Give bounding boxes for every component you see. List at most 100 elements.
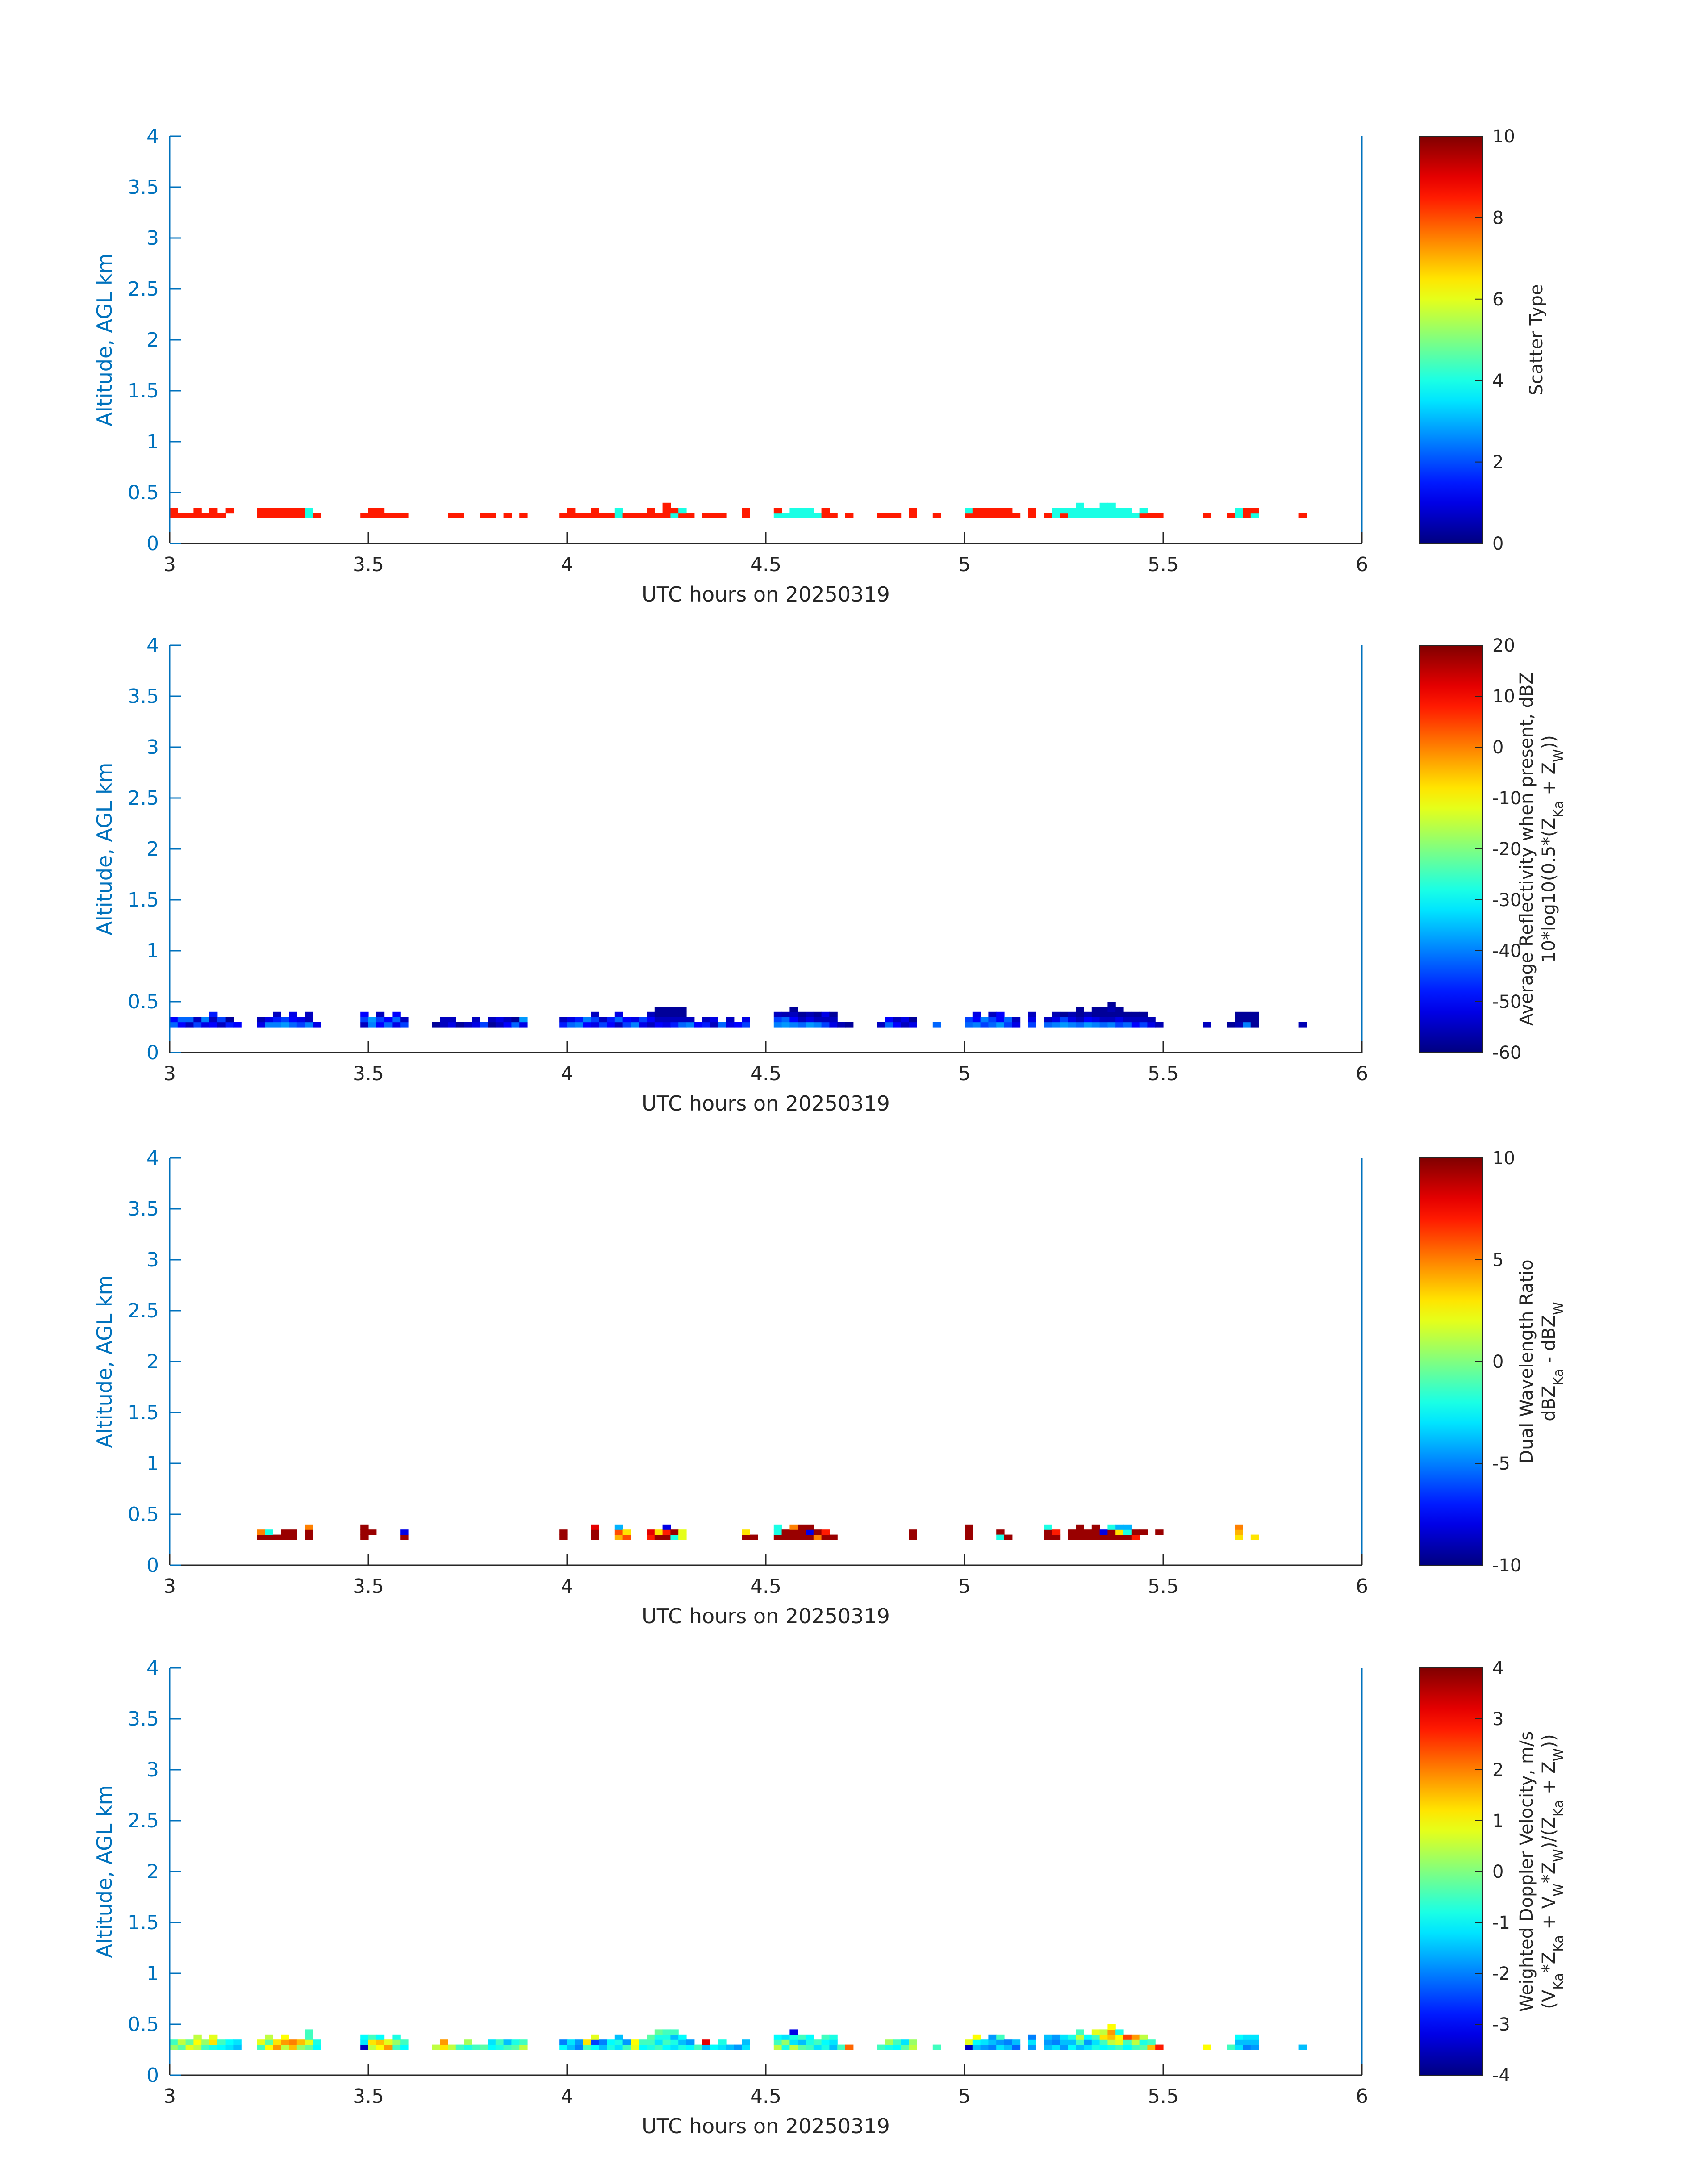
data-cell	[225, 508, 234, 514]
x-tick-label: 3	[163, 1575, 176, 1598]
data-cell	[965, 2039, 973, 2045]
data-cell	[305, 1017, 313, 1023]
data-cell	[1107, 502, 1116, 508]
data-cell	[201, 2039, 210, 2045]
data-cell	[710, 2044, 718, 2050]
data-cell	[360, 1524, 369, 1530]
data-cell	[789, 2039, 798, 2045]
data-cell	[1107, 1534, 1116, 1540]
data-cell	[614, 513, 623, 518]
data-cell	[980, 1022, 989, 1028]
data-cell	[1076, 2039, 1084, 2045]
data-cell	[583, 1017, 591, 1023]
data-cell	[1235, 2039, 1243, 2045]
data-cell	[1155, 1529, 1164, 1535]
data-cell	[1107, 1022, 1116, 1028]
data-cell	[360, 1017, 369, 1023]
data-cell	[829, 2034, 838, 2040]
data-cell	[829, 2039, 838, 2045]
colorbar-label-part: + Z	[1539, 1761, 1559, 1800]
data-cell	[265, 2039, 273, 2045]
colorbar: 0 2 4 6 8 10 Scatter Type	[1419, 126, 1547, 554]
data-cell	[185, 513, 194, 518]
data-cell	[1123, 2039, 1132, 2045]
data-cell	[670, 1007, 679, 1012]
data-cell	[233, 2039, 242, 2045]
colorbar-label: Weighted Doppler Velocity, m/s (VKa*ZKa +…	[1516, 1731, 1566, 2012]
data-cell	[1243, 1011, 1251, 1017]
data-cell	[495, 1017, 504, 1023]
data-cell	[1076, 508, 1084, 514]
data-cell	[400, 1017, 409, 1023]
colorbar-tick-label: 4	[1492, 371, 1503, 391]
data-cell	[980, 513, 989, 518]
data-cell	[1091, 508, 1100, 514]
data-cell	[965, 2044, 973, 2050]
data-cell	[1012, 1022, 1021, 1028]
data-cell	[789, 2044, 798, 2050]
data-cell	[607, 1017, 615, 1023]
y-tick-label: 3	[146, 1249, 159, 1271]
data-cell	[1099, 1011, 1108, 1017]
colorbar-gradient	[1419, 1668, 1483, 2075]
data-cell	[686, 1017, 695, 1023]
colorbar-label-part: 10*log10(0.5*(Z	[1539, 818, 1559, 963]
data-cell	[686, 2039, 695, 2045]
data-cell	[448, 1022, 456, 1028]
data-cell	[1115, 2029, 1124, 2035]
data-cells	[257, 1524, 1259, 1540]
data-cell	[384, 2039, 393, 2045]
y-tick-label: 2.5	[128, 1300, 159, 1322]
data-cell	[1044, 2044, 1052, 2050]
data-cell	[305, 2034, 313, 2040]
data-cell	[217, 1017, 226, 1023]
data-cell	[209, 513, 218, 518]
data-cell	[360, 1529, 369, 1535]
data-cell	[662, 1529, 671, 1535]
data-cell	[773, 1017, 782, 1023]
data-cell	[305, 1534, 313, 1540]
data-cell	[305, 1022, 313, 1028]
data-cell	[257, 1022, 266, 1028]
colorbar-label: Dual Wavelength Ratio dBZKa - dBZW	[1516, 1259, 1566, 1463]
data-cell	[1227, 513, 1235, 518]
data-cell	[670, 2039, 679, 2045]
x-tick-label: 3.5	[353, 2085, 384, 2108]
data-cell	[1131, 1011, 1140, 1017]
x-tick-label: 4.5	[750, 553, 781, 576]
data-cell	[1099, 1022, 1108, 1028]
data-cell	[622, 1022, 631, 1028]
data-cell	[376, 2039, 385, 2045]
y-tick-label: 4	[146, 125, 159, 148]
data-cell	[1084, 1529, 1092, 1535]
colorbar-label-part: + V	[1539, 1896, 1559, 1935]
data-cell	[1091, 1007, 1100, 1012]
data-cell	[1028, 508, 1036, 514]
data-cell	[607, 2039, 615, 2045]
data-cell	[575, 2039, 584, 2045]
data-cell	[1123, 1524, 1132, 1530]
data-cell	[670, 1017, 679, 1023]
data-cell	[511, 2039, 520, 2045]
data-cell	[503, 1017, 512, 1023]
data-cell	[1235, 1534, 1243, 1540]
data-cell	[1131, 1529, 1140, 1535]
data-cell	[996, 2039, 1005, 2045]
data-cell	[789, 2029, 798, 2035]
data-cell	[1084, 2044, 1092, 2050]
data-cell	[575, 1017, 584, 1023]
data-cell	[281, 2044, 289, 2050]
data-cell	[265, 1529, 273, 1535]
data-cell	[281, 513, 289, 518]
data-cell	[376, 2034, 385, 2040]
data-cell	[455, 1022, 464, 1028]
data-cell	[662, 2044, 671, 2050]
data-cell	[599, 1022, 607, 1028]
data-cell	[885, 2044, 894, 2050]
data-cell	[1235, 1524, 1243, 1530]
data-cell	[996, 2044, 1005, 2050]
colorbar-tick-label: 20	[1492, 635, 1515, 656]
data-cell	[1052, 2034, 1061, 2040]
colorbar-tick-label: 10	[1492, 1148, 1515, 1169]
panel-1: 0 0.5 1 1.5 2 2.5 3 3.5 4 3 3.5 4 4.5 5 5.5 6 UTC hours …	[92, 125, 1547, 606]
